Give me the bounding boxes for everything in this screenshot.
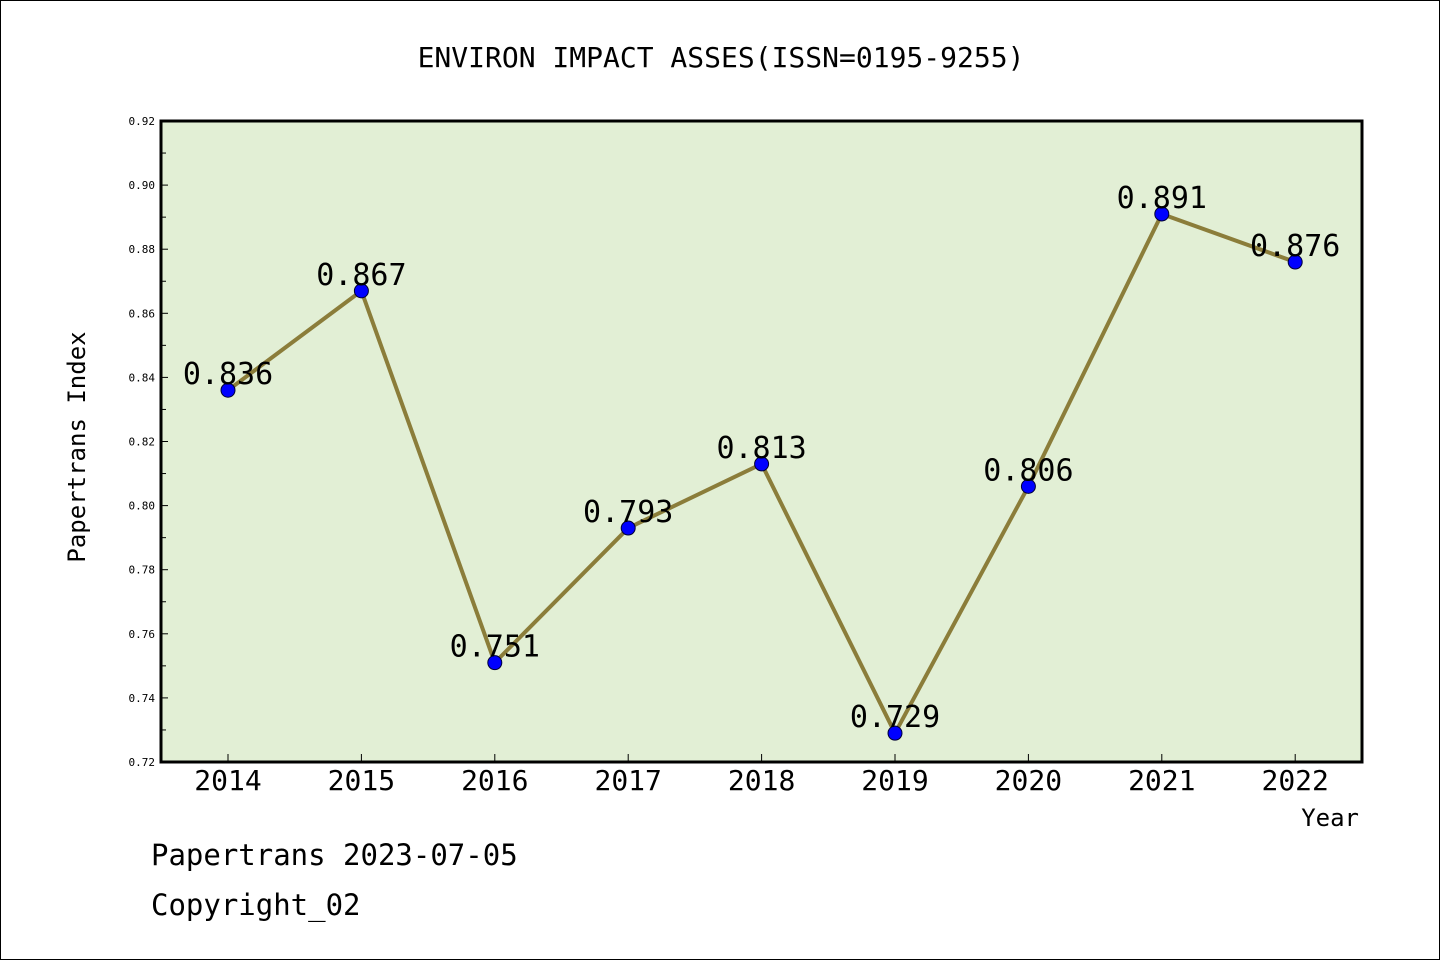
- x-tick-label: 2018: [728, 764, 795, 797]
- data-point: [353, 283, 369, 299]
- data-point: [1154, 206, 1170, 222]
- y-tick-label: 0.76: [129, 628, 156, 641]
- data-label: 0.867: [316, 258, 406, 293]
- x-tick-label: 2014: [194, 764, 261, 797]
- data-labels: 0.836 0.867 0.751 0.793 0.813 0.729 0.806 0.891…: [183, 181, 1341, 735]
- data-label: 0.729: [850, 700, 940, 735]
- y-tick-label: 0.82: [129, 436, 156, 449]
- y-tick-label: 0.86: [129, 307, 156, 320]
- x-axis: 2014 2015 2016 2017 2018 2019 2020 2021 2022: [194, 754, 1329, 797]
- footer-copyright: Copyright_02: [151, 888, 361, 923]
- data-point: [1020, 478, 1036, 494]
- y-tick-label: 0.74: [129, 692, 156, 705]
- data-label: 0.891: [1117, 181, 1207, 216]
- x-tick-label: 2021: [1128, 764, 1195, 797]
- y-tick-label: 0.84: [129, 371, 156, 384]
- data-label: 0.813: [716, 431, 806, 466]
- x-tick-label: 2022: [1261, 764, 1328, 797]
- data-label: 0.876: [1250, 229, 1340, 264]
- chart-title: ENVIRON IMPACT ASSES(ISSN=0195-9255): [418, 41, 1025, 74]
- y-tick-label: 0.88: [129, 243, 156, 256]
- y-tick-label: 0.78: [129, 564, 156, 577]
- y-axis: 0.72 0.74 0.76 0.78 0.80 0.82 0.84 0.86 0.88 0.90…: [129, 115, 168, 769]
- data-point: [887, 725, 903, 741]
- y-tick-label: 0.90: [129, 179, 156, 192]
- data-point: [620, 520, 636, 536]
- x-axis-title: Year: [1301, 804, 1359, 832]
- series-line: [220, 206, 1303, 741]
- x-tick-label: 2016: [461, 764, 528, 797]
- y-axis-title: Papertrans Index: [63, 331, 91, 562]
- y-tick-label: 0.80: [129, 500, 156, 513]
- data-label: 0.806: [983, 453, 1073, 488]
- x-tick-label: 2017: [594, 764, 661, 797]
- data-label: 0.751: [450, 630, 540, 665]
- x-tick-label: 2020: [995, 764, 1062, 797]
- x-tick-label: 2019: [861, 764, 928, 797]
- data-label: 0.793: [583, 495, 673, 530]
- data-point: [754, 456, 770, 472]
- plot-area: [159, 119, 1364, 764]
- data-point: [220, 382, 236, 398]
- data-point: [487, 655, 503, 671]
- y-tick-label: 0.72: [129, 756, 156, 769]
- y-tick-label: 0.92: [129, 115, 156, 128]
- footer-date: Papertrans 2023-07-05: [151, 838, 518, 872]
- data-label: 0.836: [183, 357, 273, 392]
- x-tick-label: 2015: [328, 764, 395, 797]
- data-point: [1287, 254, 1303, 270]
